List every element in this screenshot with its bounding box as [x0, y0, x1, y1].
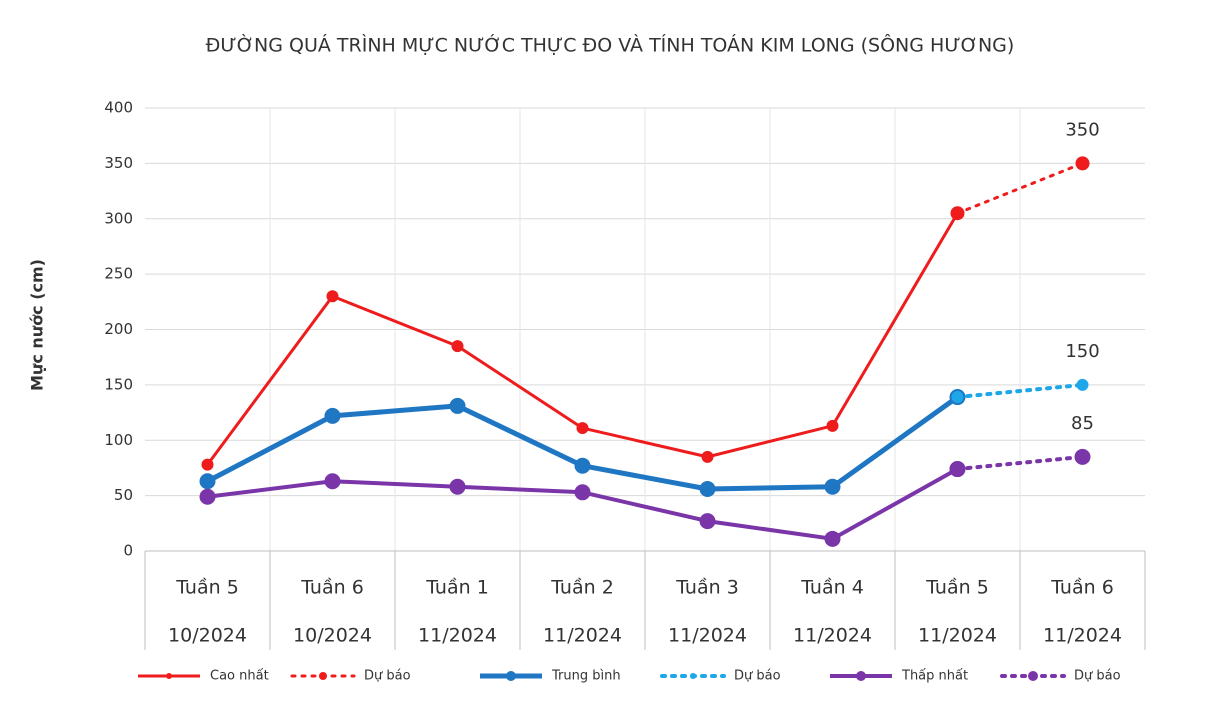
y-tick-label: 150: [104, 375, 133, 393]
marker: [824, 530, 841, 547]
y-tick-label: 400: [104, 99, 133, 117]
x-tick-label: 11/2024: [543, 625, 622, 647]
x-tick-label: 11/2024: [918, 625, 997, 647]
series-line: [955, 382, 1085, 400]
x-tick-label: Tuần 6: [1050, 577, 1114, 599]
series-line: [955, 454, 1085, 472]
x-tick-label: Tuần 5: [925, 577, 989, 599]
x-tick-label: 11/2024: [418, 625, 497, 647]
y-tick-label: 200: [104, 320, 133, 338]
legend-marker: [1028, 671, 1038, 681]
marker: [324, 473, 341, 490]
marker: [576, 422, 589, 435]
legend-label: Dự báo: [734, 669, 781, 684]
data-label: 150: [1065, 341, 1099, 362]
legend-marker: [856, 671, 866, 681]
y-tick-label: 350: [104, 154, 133, 172]
legend-label: Trung bình: [551, 669, 621, 684]
marker: [199, 488, 216, 505]
marker: [824, 478, 841, 495]
legend-marker: [690, 673, 696, 679]
marker: [950, 206, 965, 221]
x-tick-label: 10/2024: [168, 625, 247, 647]
x-tick-label: 10/2024: [293, 625, 372, 647]
y-tick-label: 250: [104, 265, 133, 283]
x-tick-label: Tuần 3: [675, 577, 739, 599]
marker: [1076, 378, 1089, 391]
y-tick-label: 0: [123, 542, 133, 560]
legend-label: Thấp nhất: [901, 669, 968, 684]
marker: [199, 473, 216, 490]
marker: [451, 340, 464, 353]
marker: [699, 513, 716, 530]
legend-label: Dự báo: [364, 669, 411, 684]
y-axis-label: Mực nước (cm): [28, 259, 47, 391]
marker: [699, 480, 716, 497]
legend-marker: [319, 672, 327, 680]
x-tick-label: Tuần 4: [800, 577, 864, 599]
marker: [951, 391, 964, 404]
data-label: 350: [1065, 119, 1099, 140]
marker: [574, 457, 591, 474]
x-tick-label: Tuần 6: [300, 577, 364, 599]
legend-marker: [506, 671, 516, 681]
marker: [574, 484, 591, 501]
legend-marker: [166, 673, 172, 679]
marker: [326, 290, 339, 303]
x-tick-label: 11/2024: [668, 625, 747, 647]
x-tick-label: Tuần 1: [425, 577, 489, 599]
marker: [826, 419, 839, 432]
y-tick-label: 50: [114, 486, 133, 504]
x-tick-label: Tuần 2: [550, 577, 614, 599]
marker: [201, 458, 214, 471]
marker: [949, 461, 966, 478]
x-tick-label: Tuần 5: [175, 577, 239, 599]
marker: [701, 450, 714, 463]
y-tick-label: 300: [104, 209, 133, 227]
data-label: 85: [1071, 413, 1094, 434]
legend-label: Dự báo: [1074, 669, 1121, 684]
x-tick-label: 11/2024: [1043, 625, 1122, 647]
chart-title: ĐƯỜNG QUÁ TRÌNH MỰC NƯỚC THỰC ĐO VÀ TÍNH…: [206, 33, 1015, 57]
y-tick-label: 100: [104, 431, 133, 449]
marker: [1074, 448, 1091, 465]
x-tick-label: 11/2024: [793, 625, 872, 647]
marker: [324, 407, 341, 424]
marker: [1075, 156, 1090, 171]
legend-label: Cao nhất: [210, 669, 269, 684]
series-line: [956, 161, 1084, 215]
marker: [449, 397, 466, 414]
marker: [449, 478, 466, 495]
